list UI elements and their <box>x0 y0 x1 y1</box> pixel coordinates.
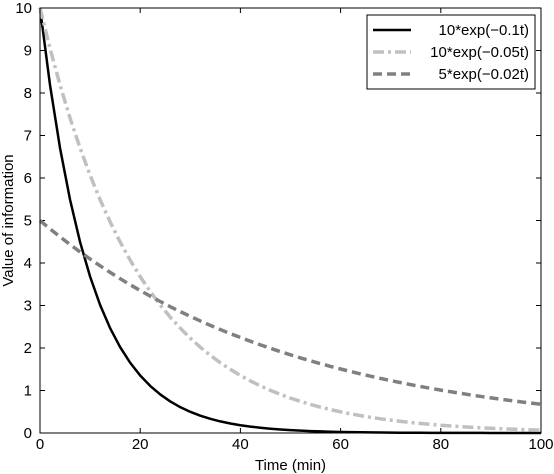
y-tick-label: 7 <box>24 128 32 145</box>
legend-entries: 10*exp(−0.1t) 10*exp(−0.05t) 5*exp(−0.02t) <box>373 22 529 83</box>
legend-label-1: 10*exp(−0.1t) <box>439 22 529 39</box>
y-tick-label: 10 <box>15 0 32 17</box>
x-tick-label: 20 <box>132 436 149 453</box>
y-tick-label: 9 <box>24 43 32 60</box>
series-line-2 <box>38 7 542 432</box>
x-axis-label: Time (min) <box>255 457 326 474</box>
x-tick-label: 80 <box>432 436 449 453</box>
y-tick-label: 1 <box>24 383 32 400</box>
x-tick-label: 0 <box>36 436 44 453</box>
legend: 10*exp(−0.1t) 10*exp(−0.05t) 5*exp(−0.02t) <box>366 14 536 90</box>
y-tick-label: 3 <box>24 298 32 315</box>
x-tick-label: 40 <box>232 436 249 453</box>
y-axis-label: Value of information <box>0 154 17 286</box>
x-tick-label: 100 <box>528 436 553 453</box>
y-tick-label: 2 <box>24 340 32 357</box>
y-tick-label: 6 <box>24 170 32 187</box>
legend-label-2: 10*exp(−0.05t) <box>430 44 529 61</box>
tick-labels-layer: 0 20 40 60 80 100 0 1 2 3 4 5 6 7 8 9 10 <box>15 0 553 453</box>
legend-label-3: 5*exp(−0.02t) <box>439 66 529 83</box>
y-tick-label: 0 <box>24 425 32 442</box>
y-tick-label: 8 <box>24 85 32 102</box>
y-tick-label: 4 <box>24 255 32 272</box>
x-tick-label: 60 <box>332 436 349 453</box>
plot-frame <box>39 7 542 434</box>
series-line-3 <box>38 219 542 406</box>
y-tick-label: 5 <box>24 213 32 230</box>
